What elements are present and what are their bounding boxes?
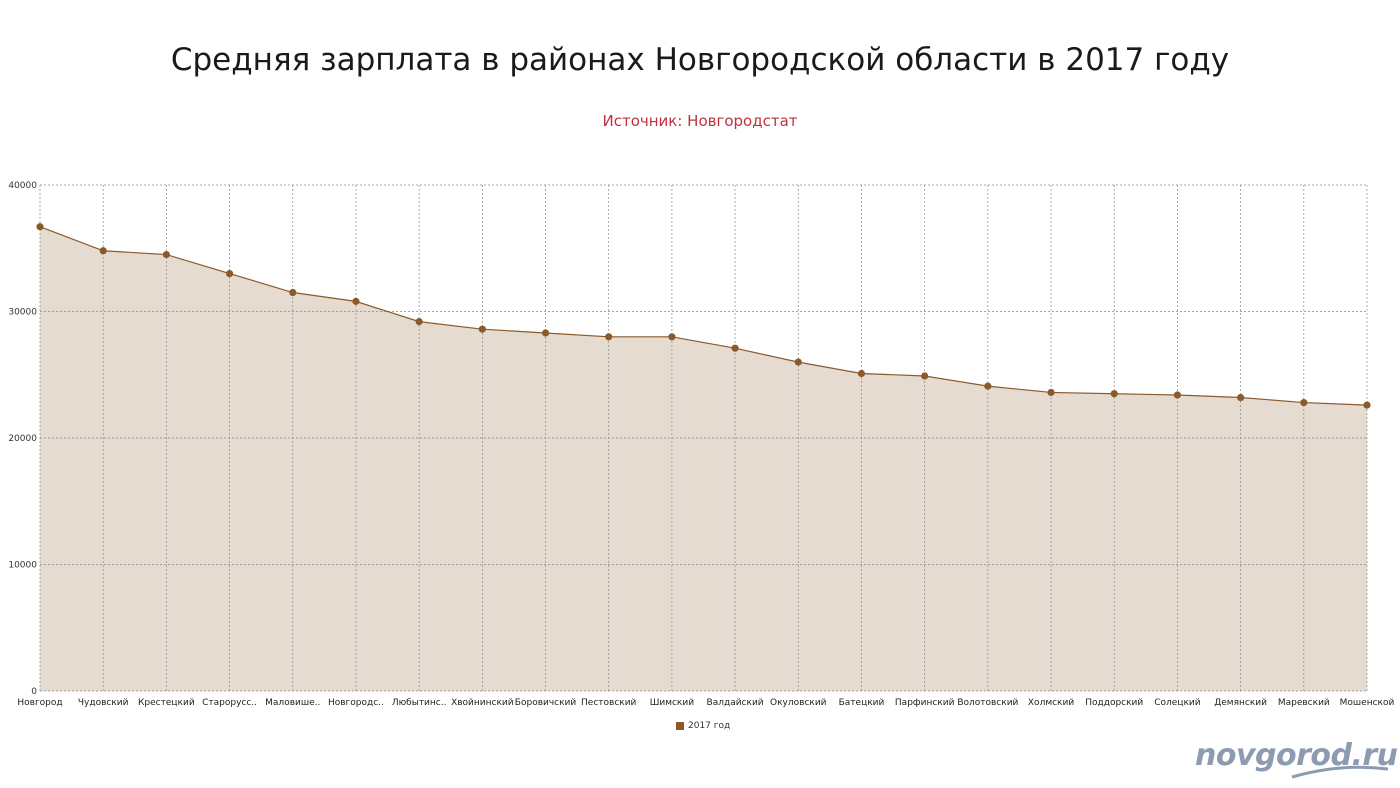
x-tick-label: Маревский (1278, 698, 1330, 708)
legend-label: 2017 год (688, 721, 731, 731)
x-tick-label: Чудовский (78, 698, 129, 708)
y-tick-label: 20000 (8, 434, 37, 444)
data-point (1110, 390, 1118, 398)
x-tick-label: Хвойнинский (451, 698, 514, 708)
brand-swoosh-icon (1291, 765, 1389, 779)
area-fill (40, 226, 1367, 691)
x-tick-label: Холмский (1028, 698, 1074, 708)
data-point (668, 333, 676, 341)
data-point (1237, 393, 1245, 402)
x-tick-label: Батецкий (839, 698, 885, 708)
x-tick-label: Валдайский (707, 698, 764, 708)
data-point (731, 344, 739, 352)
x-tick-label: Старорусс.. (202, 698, 257, 708)
data-point (225, 269, 234, 278)
x-tick-label: Пестовский (581, 698, 637, 708)
data-point (1300, 398, 1308, 407)
x-tick-label: Новгородс.. (328, 698, 384, 708)
data-point (1047, 388, 1055, 397)
data-point (289, 288, 297, 297)
data-point (794, 358, 802, 366)
data-point (478, 325, 486, 333)
series-line (39, 226, 1368, 406)
data-point (352, 297, 360, 305)
x-tick-label: Крестецкий (138, 698, 195, 708)
data-point (162, 250, 170, 259)
x-tick-label: Поддорский (1085, 698, 1143, 708)
data-point (605, 333, 613, 341)
x-tick-label: Мошенской (1340, 698, 1395, 708)
data-point (857, 369, 866, 378)
chart-subtitle: Источник: Новгородстат (602, 112, 798, 130)
chart-title: Средняя зарплата в районах Новгородской … (170, 42, 1230, 78)
data-point (415, 318, 423, 326)
y-tick-label: 10000 (8, 561, 37, 571)
data-point (984, 382, 992, 390)
data-point (1363, 401, 1371, 409)
x-tick-label: Боровичский (515, 698, 577, 708)
legend-swatch (676, 722, 684, 730)
y-tick-label: 30000 (8, 308, 37, 318)
x-tick-label: Шимский (650, 698, 694, 708)
x-tick-label: Маловише.. (265, 698, 320, 708)
x-tick-label: Солецкий (1154, 698, 1200, 708)
data-point (921, 372, 929, 380)
x-tick-label: Волотовский (957, 698, 1018, 708)
data-point (541, 329, 550, 337)
x-tick-label: Новгород (17, 698, 62, 708)
x-tick-label: Окуловский (770, 698, 827, 708)
y-tick-label: 40000 (8, 181, 37, 191)
data-point (1173, 391, 1182, 399)
legend[interactable]: 2017 год (676, 721, 730, 731)
x-tick-label: Демянский (1214, 698, 1267, 708)
data-point (36, 223, 44, 231)
x-tick-label: Любытинс.. (392, 698, 447, 708)
data-point (99, 247, 107, 255)
x-tick-label: Парфинский (895, 698, 955, 708)
y-tick-label: 0 (31, 687, 37, 697)
